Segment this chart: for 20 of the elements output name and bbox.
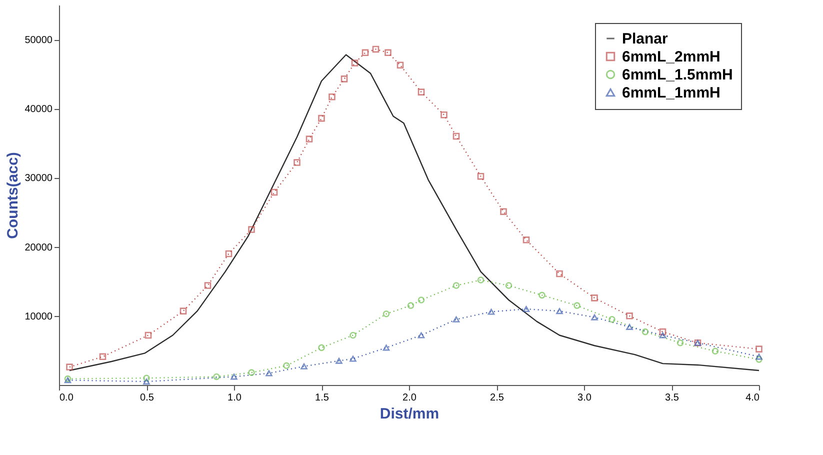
x-tick-label: 1.5 — [315, 392, 330, 404]
legend-label: 6mmL_1mmH — [622, 84, 720, 102]
x-tick-label: 4.0 — [746, 392, 760, 404]
x-tick-label: 3.5 — [665, 392, 680, 404]
x-tick-label: 0.0 — [60, 392, 74, 404]
y-tick-label: 30000 — [24, 173, 53, 184]
x-axis-title: Dist/mm — [380, 406, 440, 422]
x-tick-label: 0.5 — [140, 392, 154, 404]
x-tick-label: 3.0 — [578, 392, 592, 404]
x-tick-label: 2.5 — [490, 392, 504, 404]
legend-label: 6mmL_2mmH — [622, 48, 720, 66]
y-tick-label: 40000 — [24, 104, 53, 116]
legend-label: 6mmL_1.5mmH — [622, 66, 733, 84]
legend-label: Planar — [622, 30, 668, 48]
y-tick-label: 20000 — [24, 242, 53, 254]
x-tick-label: 1.0 — [228, 392, 242, 404]
x-tick-label: 2.0 — [402, 392, 417, 404]
y-tick-label: 10000 — [24, 311, 53, 322]
y-axis-title: Counts(acc) — [4, 152, 22, 239]
y-tick-label: 50000 — [24, 35, 53, 46]
